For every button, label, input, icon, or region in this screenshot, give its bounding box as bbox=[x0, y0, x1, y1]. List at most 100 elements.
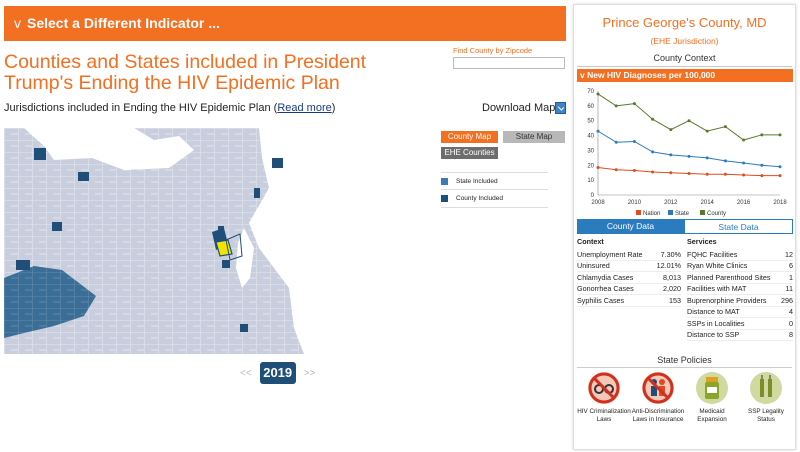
table-row: FQHC Facilities 12 bbox=[687, 249, 793, 261]
data-point bbox=[760, 174, 764, 178]
policy-hiv-criminalization[interactable]: HIV Criminalization Laws bbox=[577, 371, 631, 424]
services-table: Services FQHC Facilities 12 Ryan White Cli… bbox=[687, 237, 793, 341]
legend-state-included: State Included bbox=[441, 172, 548, 190]
data-point bbox=[651, 150, 655, 154]
map-legend: State Included County Included bbox=[441, 172, 548, 208]
table-row: SSPs in Localities 0 bbox=[687, 318, 793, 330]
data-point bbox=[723, 159, 727, 163]
row-value: 8 bbox=[789, 330, 793, 340]
tab-county-data[interactable]: County Data bbox=[577, 219, 684, 233]
context-table: Context Unemployment Rate 7.30% Uninsured 1… bbox=[577, 237, 681, 307]
row-label: FQHC Facilities bbox=[687, 249, 738, 259]
x-tick-label: 2012 bbox=[664, 200, 678, 206]
data-point bbox=[632, 140, 636, 144]
y-tick-label: 40 bbox=[587, 134, 594, 140]
jurisdiction-text: Jurisdictions included in Ending the HIV… bbox=[4, 102, 335, 114]
data-point bbox=[651, 117, 655, 121]
zip-input[interactable] bbox=[453, 57, 565, 69]
tab-state-data[interactable]: State Data bbox=[684, 219, 793, 233]
row-value: 153 bbox=[669, 295, 681, 305]
legend-swatch bbox=[700, 210, 705, 215]
row-label: Buprenorphine Providers bbox=[687, 295, 767, 305]
divider bbox=[577, 367, 792, 368]
legend-label: State Included bbox=[456, 177, 498, 185]
year-navigator: << 2019 >> bbox=[240, 362, 315, 384]
policy-ssp-legality[interactable]: SSP Legality Status bbox=[739, 371, 793, 424]
row-value: 11 bbox=[785, 284, 793, 294]
row-label: SSPs in Localities bbox=[687, 318, 745, 328]
jurisdiction-label: Jurisdictions included in Ending the HIV… bbox=[4, 102, 278, 114]
row-value: 2,020 bbox=[663, 284, 681, 294]
prev-year-button[interactable]: << bbox=[240, 367, 252, 379]
jurisdiction-close: ) bbox=[331, 102, 336, 114]
hiv-indicator-dropdown[interactable]: v New HIV Diagnoses per 100,000 bbox=[577, 69, 793, 82]
data-point bbox=[614, 140, 618, 144]
data-point bbox=[669, 153, 673, 157]
y-tick-label: 50 bbox=[587, 119, 594, 125]
county-map-button[interactable]: County Map bbox=[441, 131, 498, 143]
data-tabs: County Data State Data bbox=[577, 219, 793, 234]
data-point bbox=[669, 171, 673, 175]
download-map-label: Download Map: bbox=[482, 102, 559, 114]
county-map[interactable] bbox=[4, 128, 330, 354]
chart-svg: 0 10 20 30 40 50 60 70 2008 2010 2012 2014 2016 2018 N… bbox=[587, 89, 787, 217]
x-tick-label: 2016 bbox=[737, 200, 751, 206]
hiv-indicator-label: New HIV Diagnoses per 100,000 bbox=[587, 70, 716, 80]
medicine-bottle-icon bbox=[696, 372, 728, 404]
data-point bbox=[742, 161, 746, 165]
row-label: Syphilis Cases bbox=[577, 295, 625, 305]
x-tick-label: 2010 bbox=[628, 200, 642, 206]
state-policies-heading: State Policies bbox=[657, 355, 712, 365]
data-point bbox=[742, 173, 746, 177]
state-swatch bbox=[441, 177, 448, 185]
county-swatch bbox=[441, 195, 448, 202]
row-label: Chlamydia Cases bbox=[577, 272, 634, 282]
row-value: 8,013 bbox=[663, 272, 681, 282]
y-tick-label: 60 bbox=[587, 104, 594, 110]
policy-medicaid[interactable]: Medicaid Expansion bbox=[685, 371, 739, 424]
data-point bbox=[596, 166, 600, 170]
y-tick-label: 0 bbox=[591, 193, 595, 199]
ehe-counties-button[interactable]: EHE Counties bbox=[441, 147, 498, 159]
table-row: Ryan White Clinics 6 bbox=[687, 261, 793, 272]
data-point bbox=[596, 129, 600, 133]
table-row: Buprenorphine Providers 296 bbox=[687, 295, 793, 307]
y-tick-label: 30 bbox=[587, 148, 594, 154]
no-discrimination-icon bbox=[642, 372, 674, 404]
series-line bbox=[597, 130, 781, 168]
data-point bbox=[778, 133, 782, 137]
x-tick-label: 2014 bbox=[701, 200, 715, 206]
state-map-button[interactable]: State Map bbox=[503, 131, 565, 143]
download-icon[interactable] bbox=[555, 102, 566, 114]
next-year-button[interactable]: >> bbox=[303, 367, 316, 379]
data-point bbox=[687, 119, 691, 123]
data-point bbox=[669, 128, 673, 132]
y-tick-label: 10 bbox=[587, 178, 594, 184]
policy-label: HIV Criminalization Laws bbox=[577, 408, 631, 423]
policy-icons: HIV Criminalization Laws Anti-Discrimina… bbox=[577, 371, 793, 424]
row-label: Planned Parenthood Sites bbox=[687, 272, 771, 282]
data-point bbox=[723, 172, 727, 176]
page-title: Counties and States included in Presiden… bbox=[4, 51, 367, 94]
series-line bbox=[597, 93, 780, 141]
legend-label: State bbox=[675, 211, 690, 217]
policy-anti-discrimination[interactable]: Anti-Discrimination Laws in Insurance bbox=[631, 371, 685, 424]
data-point bbox=[687, 154, 691, 158]
row-value: 12.01% bbox=[656, 261, 681, 271]
data-point bbox=[705, 172, 709, 176]
read-more-link[interactable]: Read more bbox=[277, 102, 332, 114]
y-tick-label: 20 bbox=[587, 163, 594, 169]
legend-label: County Included bbox=[456, 195, 503, 202]
table-row: Chlamydia Cases 8,013 bbox=[577, 272, 681, 284]
data-point bbox=[778, 165, 782, 169]
hiv-chart: 0 10 20 30 40 50 60 70 2008 2010 2012 2014 2016 2018 N… bbox=[574, 83, 795, 221]
context-title: Context bbox=[577, 237, 604, 246]
county-context-heading: County Context bbox=[653, 53, 716, 63]
legend-label: County bbox=[707, 211, 726, 217]
policy-label: Anti-Discrimination Laws in Insurance bbox=[631, 408, 685, 423]
data-point bbox=[723, 125, 727, 129]
select-indicator-dropdown[interactable]: v Select a Different Indicator ... bbox=[4, 6, 566, 41]
row-label: Uninsured bbox=[577, 261, 610, 271]
x-tick-label: 2018 bbox=[773, 200, 787, 206]
table-row: Unemployment Rate 7.30% bbox=[577, 249, 681, 261]
